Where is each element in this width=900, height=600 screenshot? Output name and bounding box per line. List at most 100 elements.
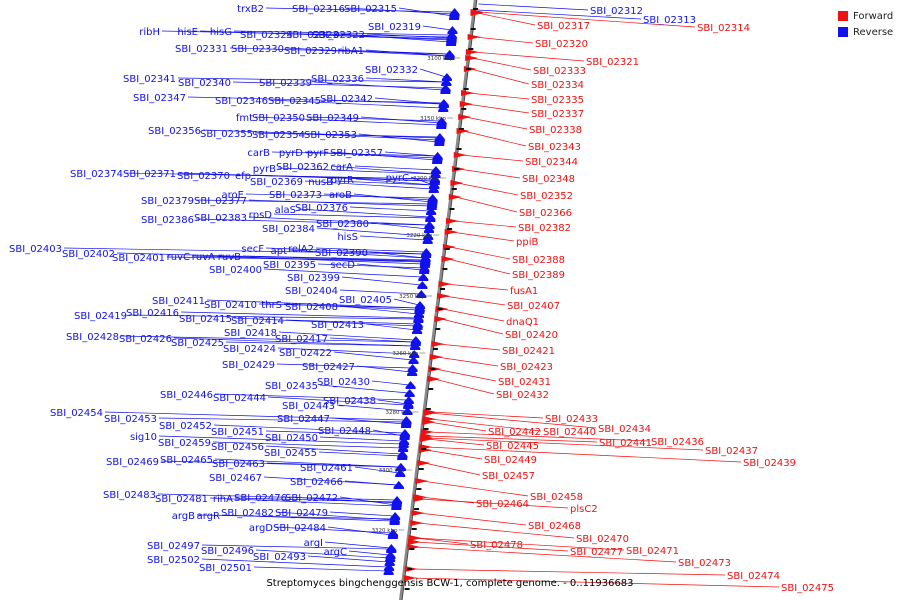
forward-gene-label-sbi-02436: SBI_02436 — [651, 437, 704, 448]
reverse-connector-82 — [365, 323, 417, 331]
forward-gene-mark-30 — [422, 416, 436, 422]
reverse-gene-label-sbi-02377: SBI_02377 — [194, 196, 247, 207]
reverse-gene-label-sbi-02345: SBI_02345 — [268, 96, 321, 107]
reverse-gene-mark-18 — [441, 78, 452, 84]
reverse-gene-bar-82 — [412, 332, 423, 334]
reverse-gene-label-rpsd: rpsD — [249, 210, 273, 221]
reverse-connector-61 — [191, 255, 425, 263]
forward-gene-label-sbi-02337: SBI_02337 — [531, 109, 584, 120]
reverse-gene-label-sbi-02369: SBI_02369 — [250, 177, 303, 188]
reverse-connector-78 — [128, 314, 418, 320]
reverse-gene-label-sbi-02336: SBI_02336 — [311, 74, 364, 85]
reverse-connector-63 — [242, 255, 425, 261]
reverse-connector-81 — [285, 319, 417, 325]
reverse-gene-label-sbi-02342: SBI_02342 — [320, 94, 373, 105]
forward-connector-29 — [429, 421, 487, 432]
reverse-connector-123 — [329, 511, 395, 517]
reverse-gene-bar-32 — [432, 162, 443, 164]
reverse-connector-110 — [214, 458, 400, 468]
reverse-gene-label-sbi-02422: SBI_02422 — [279, 348, 332, 359]
forward-gene-mark-43 — [410, 520, 424, 526]
reverse-gene-label-sbi-02443: SBI_02443 — [282, 401, 335, 412]
forward-gene-label-sbi-02333: SBI_02333 — [533, 66, 586, 77]
reverse-gene-label-sbi-02395: SBI_02395 — [263, 260, 316, 271]
reverse-gene-mark-51 — [426, 207, 437, 213]
reverse-gene-mark-40 — [429, 177, 440, 183]
forward-gene-label-sbi-02352: SBI_02352 — [520, 191, 573, 202]
reverse-connector-121 — [221, 514, 394, 522]
reverse-connector-40 — [252, 174, 434, 182]
reverse-connector-64 — [265, 247, 426, 255]
forward-gene-mark-20 — [438, 281, 452, 287]
reverse-connector-42 — [334, 180, 434, 186]
reverse-connector-53 — [248, 216, 429, 226]
reverse-connector-88 — [277, 347, 414, 355]
reverse-connector-129 — [348, 550, 390, 556]
reverse-gene-mark-79 — [413, 314, 424, 320]
reverse-gene-mark-17 — [440, 86, 451, 92]
reverse-connector-74 — [206, 299, 419, 309]
forward-gene-label-plsc2: plsC2 — [570, 504, 598, 515]
reverse-gene-label-ruvb: ruvB — [218, 252, 241, 263]
forward-connector-45 — [415, 541, 569, 552]
forward-connector-42 — [418, 512, 527, 526]
reverse-gene-label-sbi-02419: SBI_02419 — [74, 311, 127, 322]
reverse-connector-72 — [339, 289, 421, 295]
axis-dash-15 — [437, 308, 443, 310]
forward-connector-2 — [477, 12, 536, 26]
reverse-connector-50 — [297, 208, 430, 218]
reverse-gene-label-sbi-02384: SBI_02384 — [262, 224, 315, 235]
reverse-gene-label-sbi-02430: SBI_02430 — [317, 377, 370, 388]
reverse-gene-label-argb: argB — [172, 511, 195, 522]
forward-gene-label-sbi-02431: SBI_02431 — [498, 377, 551, 388]
reverse-gene-mark-125 — [387, 531, 398, 537]
forward-connector-18 — [449, 246, 511, 260]
forward-gene-label-sbi-02457: SBI_02457 — [482, 471, 535, 482]
axis-dash-24 — [416, 488, 422, 490]
reverse-connector-132 — [253, 566, 388, 572]
reverse-connector-97 — [336, 404, 407, 412]
reverse-connector-115 — [157, 493, 397, 501]
reverse-gene-bar-67 — [420, 260, 431, 262]
reverse-gene-label-sbi-02414: SBI_02414 — [231, 316, 284, 327]
reverse-gene-label-sbi-02323: SBI_02323 — [286, 30, 339, 41]
reverse-gene-label-cara: carA — [330, 162, 353, 173]
forward-gene-label-sbi-02474: SBI_02474 — [727, 571, 780, 582]
reverse-connector-93 — [371, 380, 410, 386]
reverse-gene-label-riha: rihA — [213, 494, 233, 505]
forward-gene-mark-31 — [423, 410, 437, 416]
reverse-gene-label-sbi-02483: SBI_02483 — [103, 490, 156, 501]
forward-connector-43 — [417, 522, 575, 539]
reverse-gene-mark-111 — [395, 463, 406, 469]
reverse-connector-55 — [370, 222, 429, 230]
reverse-gene-mark-91 — [407, 368, 418, 374]
reverse-gene-mark-131 — [384, 563, 395, 569]
reverse-gene-label-fmt: fmt — [236, 113, 253, 124]
forward-connector-8 — [467, 92, 530, 100]
reverse-connector-116 — [209, 497, 396, 507]
reverse-gene-label-hisg: hisG — [210, 27, 232, 38]
reverse-connector-69 — [317, 263, 424, 269]
reverse-gene-mark-76 — [414, 306, 425, 312]
reverse-gene-label-secf: secF — [241, 244, 264, 255]
reverse-gene-mark-100 — [400, 420, 411, 426]
reverse-gene-mark-108 — [397, 452, 408, 458]
reverse-gene-label-sbi-02362: SBI_02362 — [276, 162, 329, 173]
reverse-gene-label-sbi-02373: SBI_02373 — [269, 190, 322, 201]
reverse-gene-label-argi: argI — [304, 538, 323, 549]
reverse-gene-bar-54 — [425, 220, 436, 222]
reverse-gene-mark-103 — [399, 432, 410, 438]
reverse-gene-label-sbi-02496: SBI_02496 — [201, 546, 254, 557]
axis-dash-11 — [447, 228, 453, 230]
reverse-gene-label-sbi-02402: SBI_02402 — [62, 249, 115, 260]
forward-gene-label-sbi-02338: SBI_02338 — [529, 125, 582, 136]
reverse-connector-80 — [233, 317, 417, 327]
forward-connector-23 — [441, 318, 504, 335]
axis-dash-17 — [432, 348, 438, 350]
forward-gene-mark-41 — [413, 496, 427, 502]
reverse-gene-bar-119 — [391, 507, 402, 509]
reverse-gene-mark-105 — [398, 437, 409, 443]
reverse-gene-label-sbi-02428: SBI_02428 — [66, 332, 119, 343]
reverse-connector-34 — [277, 167, 435, 175]
